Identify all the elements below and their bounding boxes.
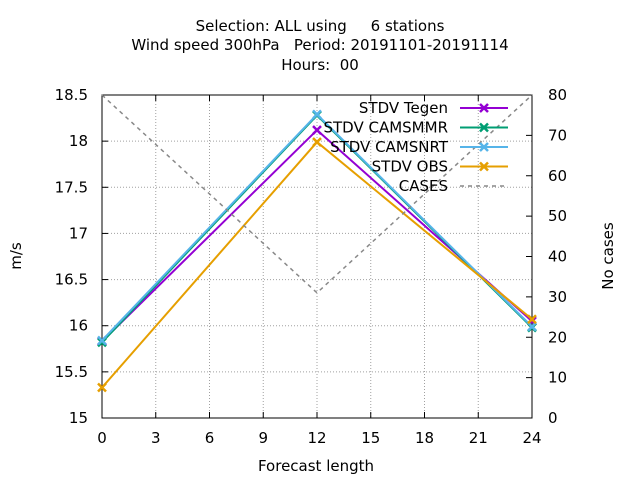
chart-title-line-3: Hours: 00 bbox=[281, 56, 359, 74]
y2-tick-label: 0 bbox=[548, 409, 558, 427]
series-point-3 bbox=[527, 314, 537, 325]
x-tick-label: 24 bbox=[522, 429, 541, 447]
y-tick-label: 16.5 bbox=[55, 271, 88, 289]
legend-label-3: STDV OBS bbox=[372, 158, 448, 176]
y2-axis-label: No cases bbox=[599, 222, 617, 290]
y2-tick-label: 50 bbox=[548, 207, 567, 225]
y2-tick-label: 40 bbox=[548, 248, 567, 266]
series-point-3 bbox=[312, 137, 322, 147]
series-point-3 bbox=[97, 382, 107, 393]
x-axis-label: Forecast length bbox=[258, 457, 374, 475]
x-tick-label: 0 bbox=[97, 429, 107, 447]
x-tick-label: 6 bbox=[205, 429, 215, 447]
x-tick-label: 15 bbox=[361, 429, 380, 447]
series-line-4 bbox=[101, 94, 533, 294]
y-tick-label: 17 bbox=[69, 224, 88, 242]
legend-marker-2 bbox=[479, 142, 489, 152]
y-tick-label: 18.5 bbox=[55, 86, 88, 104]
y-tick-label: 16 bbox=[69, 317, 88, 335]
legend-label-4: CASES bbox=[399, 177, 448, 195]
series-point-2 bbox=[97, 335, 107, 346]
series-point-1 bbox=[97, 337, 107, 348]
y-tick-label: 17.5 bbox=[55, 178, 88, 196]
series-point-2 bbox=[527, 321, 537, 332]
x-tick-label: 12 bbox=[307, 429, 326, 447]
chart-title-line-2: Wind speed 300hPa Period: 20191101-20191… bbox=[131, 36, 509, 54]
y-axis-label: m/s bbox=[7, 242, 25, 270]
chart-title-line-1: Selection: ALL using 6 stations bbox=[195, 17, 445, 35]
legend-marker-1 bbox=[479, 122, 489, 133]
y-tick-label: 18 bbox=[69, 132, 88, 150]
y2-tick-label: 60 bbox=[548, 167, 567, 185]
y2-tick-label: 30 bbox=[548, 288, 567, 306]
legend-marker-0 bbox=[479, 103, 489, 113]
x-tick-label: 9 bbox=[258, 429, 268, 447]
y-tick-label: 15.5 bbox=[55, 363, 88, 381]
series-point-0 bbox=[312, 125, 322, 135]
y2-tick-label: 10 bbox=[548, 369, 567, 387]
legend-label-2: STDV CAMSNRT bbox=[330, 138, 449, 156]
x-tick-label: 18 bbox=[415, 429, 434, 447]
x-tick-label: 3 bbox=[151, 429, 161, 447]
y2-tick-label: 20 bbox=[548, 328, 567, 346]
legend-marker-3 bbox=[479, 161, 489, 172]
series-point-2 bbox=[312, 109, 322, 120]
legend-label-0: STDV Tegen bbox=[359, 99, 448, 117]
legend-label-1: STDV CAMSMMR bbox=[323, 119, 448, 137]
y2-tick-label: 70 bbox=[548, 126, 567, 144]
x-tick-label: 21 bbox=[469, 429, 488, 447]
y2-tick-label: 80 bbox=[548, 86, 567, 104]
y-tick-label: 15 bbox=[69, 409, 88, 427]
